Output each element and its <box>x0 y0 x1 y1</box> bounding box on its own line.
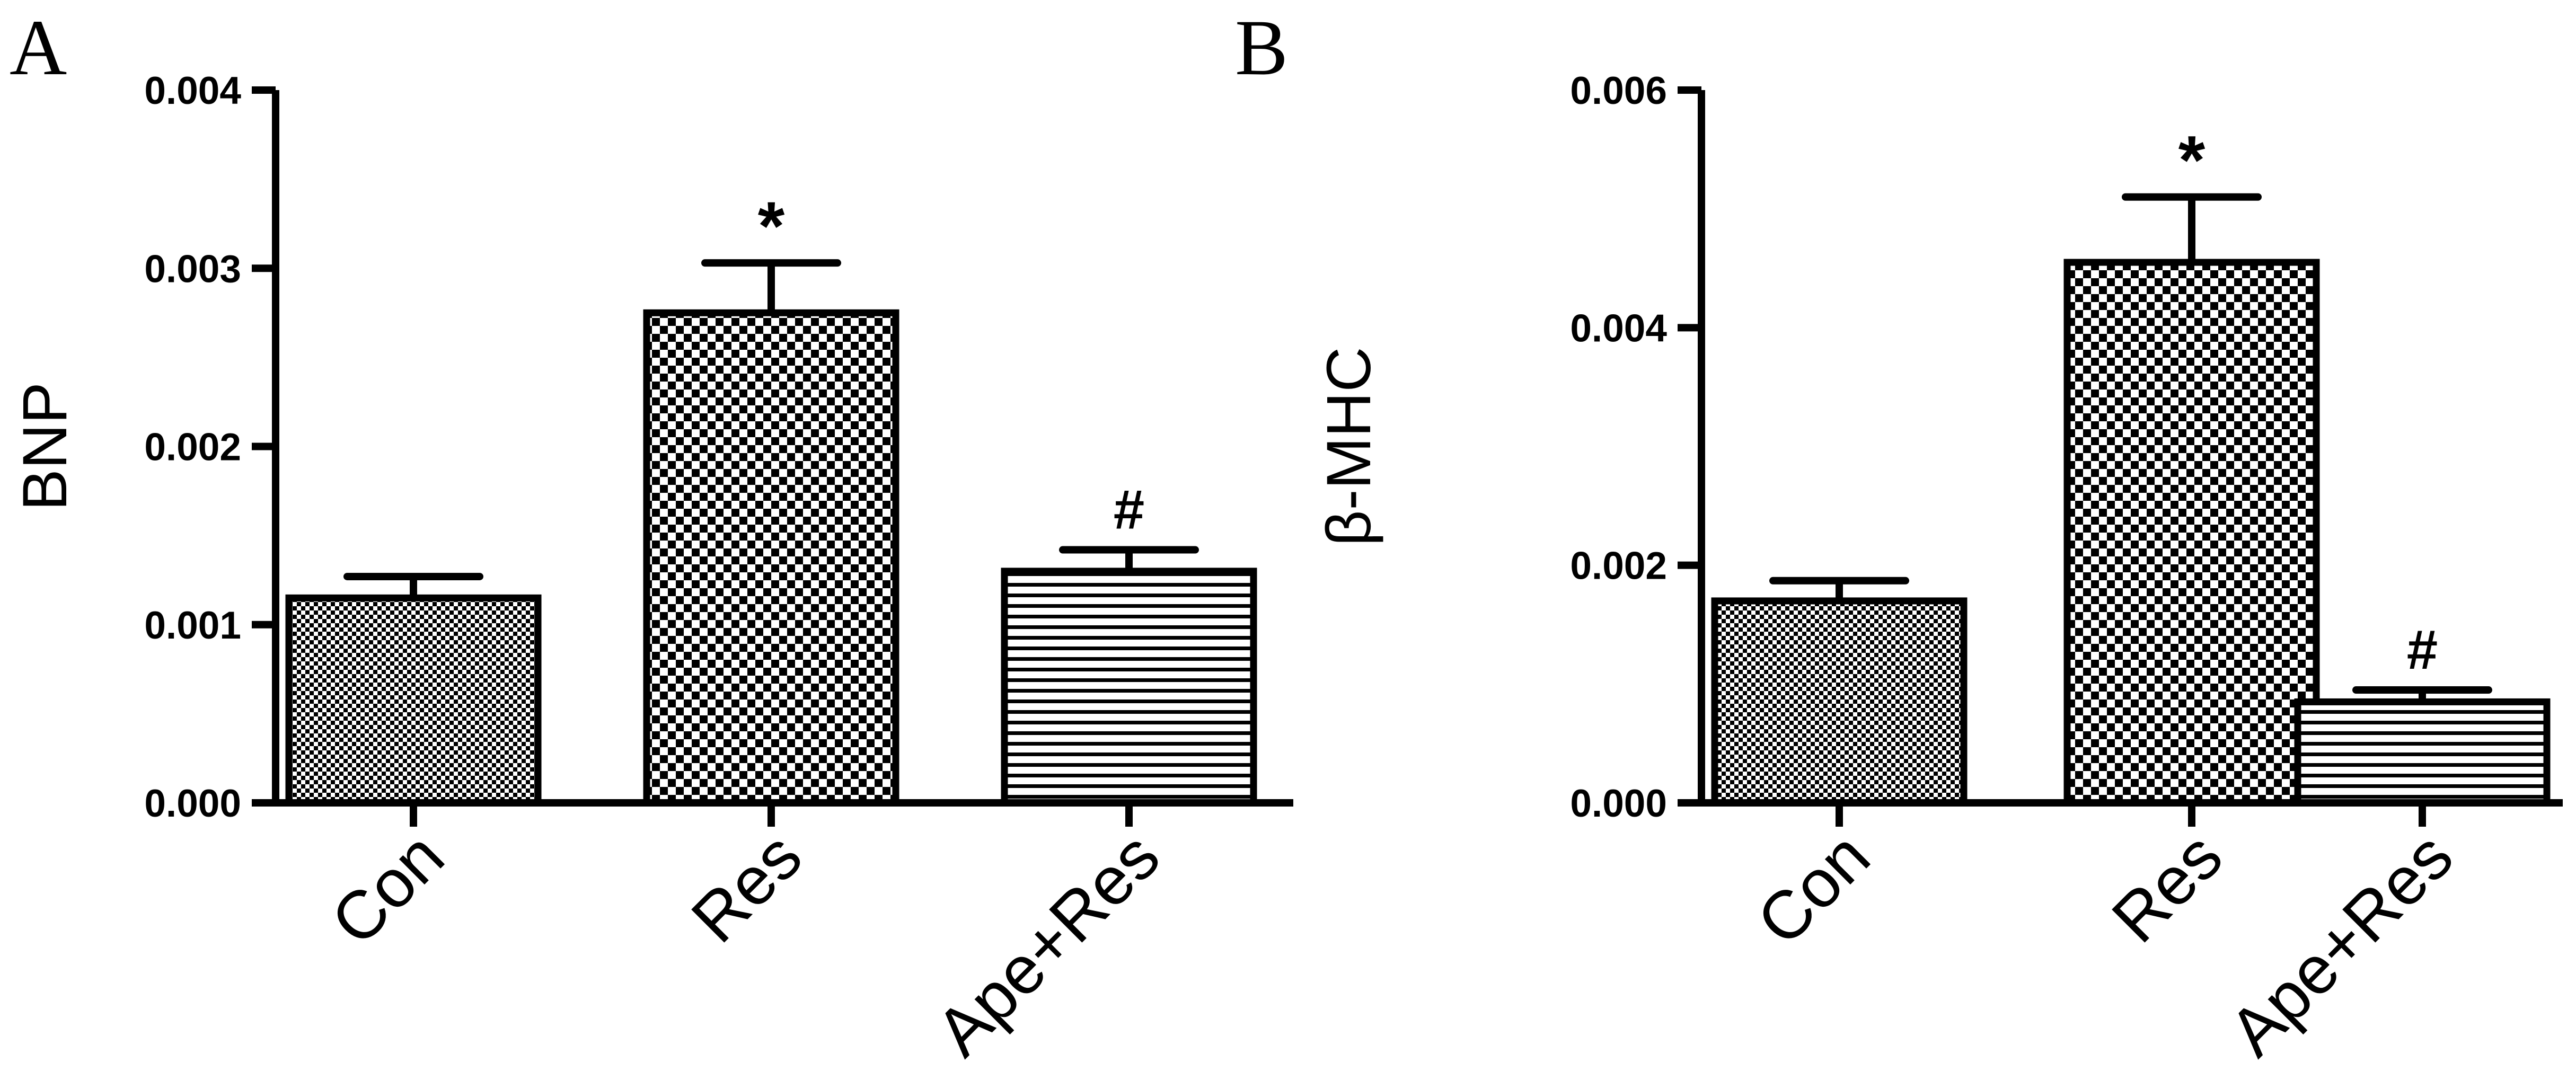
y-tick-label: 0.000 <box>1570 782 1667 825</box>
y-tick-label: 0.001 <box>144 604 241 647</box>
panel-label: A <box>10 4 67 92</box>
y-tick-label: 0.006 <box>1570 69 1667 112</box>
x-tick-label: Ape+Res <box>2215 818 2467 1070</box>
x-tick-label: Con <box>317 818 458 960</box>
x-tick-label: Ape+Res <box>922 818 1174 1070</box>
x-tick-label: Con <box>1743 818 1884 960</box>
chart-panel-b: Bβ-MHC * #0.000 0.002 0.004 0.006 Con ResApe+Re… <box>1235 4 2563 1070</box>
y-tick-label: 0.004 <box>1570 307 1667 350</box>
bar <box>1001 568 1257 807</box>
panel-label: B <box>1235 4 1288 92</box>
y-axis-label: BNP <box>10 382 80 511</box>
y-tick-label: 0.000 <box>144 782 241 825</box>
y-axis-label: β-MHC <box>1314 347 1384 546</box>
x-tick-label: Res <box>2098 818 2237 957</box>
y-tick-label: 0.002 <box>1570 545 1667 588</box>
x-tick-label: Res <box>677 818 816 957</box>
y-tick-label: 0.002 <box>144 426 241 469</box>
bar <box>285 594 542 807</box>
bar <box>1711 597 1968 807</box>
significance-mark: * <box>758 187 785 264</box>
significance-mark: # <box>1114 479 1144 541</box>
bar <box>2294 698 2551 807</box>
y-tick-label: 0.004 <box>144 69 241 112</box>
chart-panel-a: A BNP * #0.000 0.001 0.002 0.003 0.004 Con Res Ape… <box>10 4 1293 1070</box>
bar <box>643 309 899 807</box>
significance-mark: # <box>2407 619 2438 681</box>
bar <box>2063 259 2320 807</box>
y-tick-label: 0.003 <box>144 247 241 290</box>
significance-mark: * <box>2178 121 2206 199</box>
